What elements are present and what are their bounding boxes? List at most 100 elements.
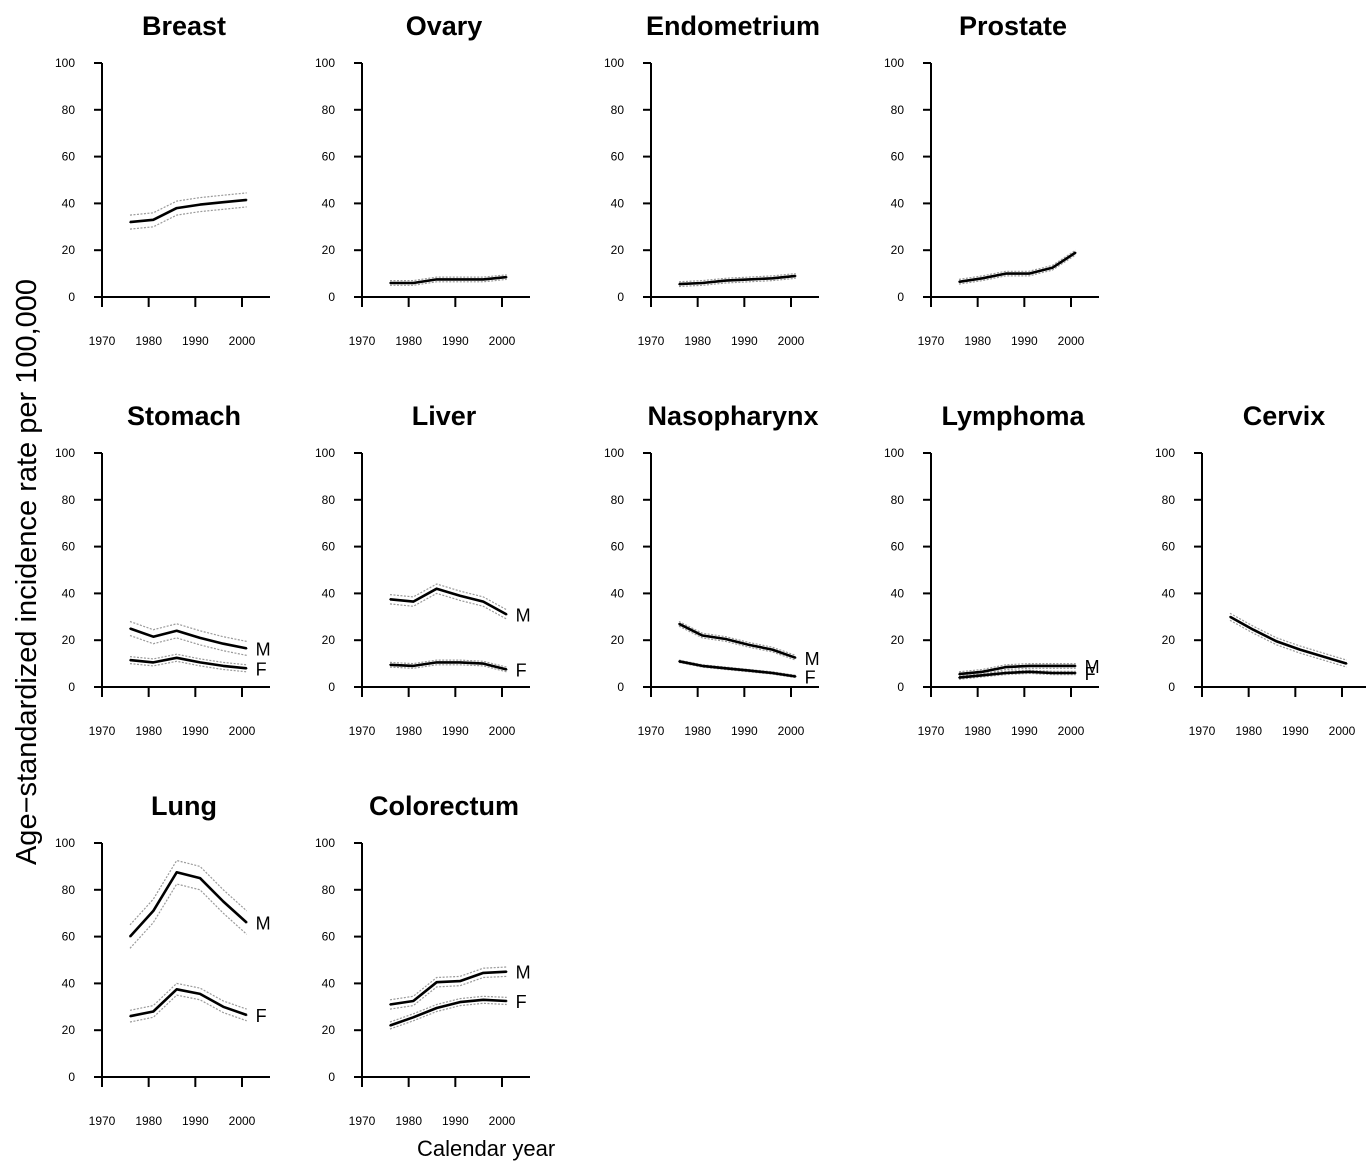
data-point xyxy=(389,282,391,284)
y-tick-label: 20 xyxy=(62,633,76,647)
series-label-F: F xyxy=(256,659,267,679)
x-tick-label: 2000 xyxy=(1058,334,1085,348)
ci-upper-line xyxy=(129,192,247,216)
x-tick-label: 1980 xyxy=(684,334,711,348)
panel-liver: Liver 0 20 40 60 80 100 1970 1980 1990 2000 M F xyxy=(315,401,531,738)
data-point xyxy=(505,1000,508,1002)
data-point xyxy=(981,674,984,677)
series-label-M: M xyxy=(516,963,531,983)
series-line xyxy=(390,275,507,285)
data-point xyxy=(1051,266,1054,269)
panel-title: Stomach xyxy=(127,401,241,431)
y-tick-label: 80 xyxy=(611,103,625,117)
x-tick-label: 1980 xyxy=(964,334,991,348)
ci-upper-line xyxy=(390,274,507,282)
data-point xyxy=(175,656,178,659)
series-line xyxy=(678,274,796,286)
y-tick-label: 20 xyxy=(891,633,905,647)
x-tick-label: 1980 xyxy=(964,724,991,738)
ci-lower-line xyxy=(389,592,507,620)
x-tick-label: 1970 xyxy=(349,334,376,348)
data-point xyxy=(459,661,461,664)
series-line xyxy=(958,251,1077,284)
data-point xyxy=(245,667,248,670)
x-axis-label: Calendar year xyxy=(417,1136,556,1161)
y-tick-label: 0 xyxy=(897,290,904,304)
data-point xyxy=(482,600,485,603)
panel-lymphoma: Lymphoma 0 20 40 60 80 100 1970 1980 1990 2000 MF xyxy=(884,401,1100,738)
data-point xyxy=(199,993,201,995)
y-tick-label: 80 xyxy=(891,103,905,117)
y-tick-label: 0 xyxy=(328,680,335,694)
series-label-M: M xyxy=(516,605,531,625)
data-point xyxy=(435,587,438,590)
y-tick-label: 80 xyxy=(322,883,336,897)
series-label-F: F xyxy=(516,660,527,680)
panel-colorectum: Colorectum 0 20 40 60 80 100 1970 1980 1990 2000 MF xyxy=(315,791,531,1128)
data-point xyxy=(435,981,438,984)
x-tick-label: 1970 xyxy=(89,724,116,738)
data-point xyxy=(389,1003,391,1006)
panel-breast: Breast 0 20 40 60 80 100 1970 1980 1990 2000 xyxy=(55,11,270,348)
panel-title: Liver xyxy=(412,401,477,431)
data-point xyxy=(724,667,727,670)
y-tick-label: 80 xyxy=(62,493,76,507)
data-point xyxy=(222,642,225,645)
series-label-F: F xyxy=(516,992,527,1012)
data-point xyxy=(175,988,178,991)
data-point xyxy=(222,201,225,204)
y-tick-label: 80 xyxy=(62,883,76,897)
ci-lower-line xyxy=(389,664,507,673)
series-label-M: M xyxy=(256,639,271,659)
y-tick-label: 0 xyxy=(68,290,75,304)
x-tick-label: 1990 xyxy=(182,1114,209,1128)
data-point xyxy=(981,277,984,280)
ci-lower-line xyxy=(1229,619,1347,668)
ci-upper-line xyxy=(678,620,796,656)
data-point xyxy=(1028,665,1030,667)
ci-lower-line xyxy=(129,660,247,673)
x-tick-label: 1980 xyxy=(395,1114,422,1128)
data-point xyxy=(199,203,201,206)
panel-title: Cervix xyxy=(1243,401,1326,431)
y-tick-label: 40 xyxy=(1162,586,1176,600)
data-point xyxy=(199,637,201,639)
y-tick-label: 60 xyxy=(62,930,76,944)
data-point xyxy=(129,659,131,661)
ci-lower-line xyxy=(129,206,247,230)
data-point xyxy=(175,207,178,209)
data-point xyxy=(1004,272,1007,275)
panel-title: Endometrium xyxy=(646,11,820,41)
series-line-M xyxy=(129,871,248,938)
y-tick-label: 60 xyxy=(322,150,336,164)
data-point xyxy=(724,638,727,640)
y-tick-label: 0 xyxy=(68,680,75,694)
panel-stomach: Stomach 0 20 40 60 80 100 1970 1980 1990 2000 MF xyxy=(55,401,271,738)
data-point xyxy=(412,600,415,603)
data-point xyxy=(1229,616,1231,618)
x-tick-label: 1990 xyxy=(731,724,758,738)
data-point xyxy=(175,871,178,874)
data-point xyxy=(794,675,797,678)
y-tick-label: 40 xyxy=(611,196,625,210)
series-line-M xyxy=(389,587,508,616)
y-tick-label: 20 xyxy=(322,1023,336,1037)
series-line xyxy=(129,198,247,224)
y-tick-label: 40 xyxy=(62,196,76,210)
data-point xyxy=(152,661,155,664)
y-tick-label: 40 xyxy=(891,586,905,600)
data-point xyxy=(459,594,461,597)
data-point xyxy=(129,1015,131,1017)
y-tick-label: 60 xyxy=(611,540,625,554)
data-point xyxy=(152,218,155,221)
data-point xyxy=(152,1010,155,1013)
data-point xyxy=(701,665,704,667)
ci-upper-line xyxy=(678,273,796,283)
y-tick-label: 0 xyxy=(68,1070,75,1084)
data-point xyxy=(1028,670,1030,673)
series-label-F: F xyxy=(1085,664,1096,684)
panel-ovary: Ovary 0 20 40 60 80 100 1970 1980 1990 2000 xyxy=(315,11,530,348)
y-axis-label: Age−standardized incidence rate per 100,… xyxy=(11,278,43,866)
x-tick-label: 1980 xyxy=(135,334,162,348)
y-tick-label: 100 xyxy=(604,446,624,460)
